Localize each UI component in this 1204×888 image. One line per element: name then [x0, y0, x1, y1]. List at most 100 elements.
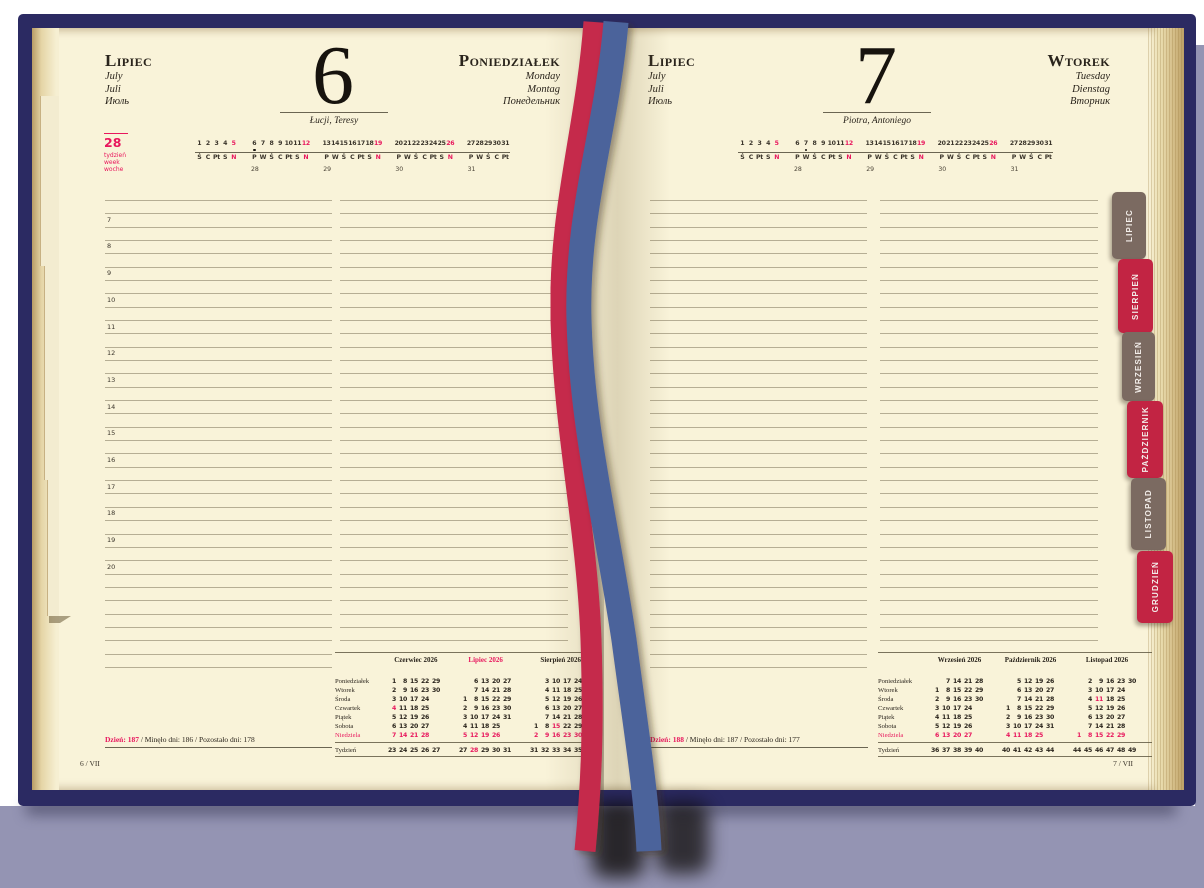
- ruled-line: [340, 226, 568, 228]
- tab-grudzień[interactable]: GRUDZIEŃ: [1137, 551, 1173, 623]
- ruled-line: [650, 466, 867, 468]
- mini-week-cell: 46: [1094, 747, 1103, 754]
- mini-day-cell: 14: [952, 678, 961, 685]
- weekday-pl: Wtorek: [1047, 51, 1110, 70]
- strip-weekday-letter: N: [990, 154, 996, 161]
- ruled-line: [650, 533, 867, 535]
- strip-weekday-letter: W: [331, 154, 339, 161]
- mini-day-cell: 24: [963, 705, 972, 712]
- mini-day-cell: 22: [1034, 705, 1043, 712]
- mini-day-cell: 28: [974, 678, 983, 685]
- ruled-line: [880, 586, 1098, 588]
- mini-week-cell: 45: [1083, 747, 1092, 754]
- mini-day-cell: 3: [934, 705, 939, 712]
- strip-letters-row: P W Ś C Pt: [1010, 153, 1053, 162]
- ruled-line: [105, 520, 332, 522]
- strip-weekday-letter: C: [820, 154, 826, 161]
- mini-day-cell: 10: [941, 705, 950, 712]
- ruled-line: [105, 480, 332, 482]
- strip-day: 11: [293, 140, 302, 147]
- ruled-line: [880, 280, 1098, 282]
- tab-wrzesień[interactable]: WRZESIEŃ: [1122, 332, 1155, 401]
- mini-day-cell: 15: [549, 723, 560, 730]
- weekday-ru: Понедельник: [502, 96, 560, 107]
- strip-week-group: 6 7 8 9 10 11 12 P W Ś C Pt S N 28: [793, 139, 853, 173]
- ruled-line: [650, 440, 867, 442]
- strip-weekday-letter: Ś: [197, 154, 202, 161]
- ruled-line: [340, 586, 568, 588]
- mini-day-label: Niedziela: [878, 732, 904, 739]
- strip-day: 2: [748, 140, 753, 147]
- strip-day: 3: [214, 140, 219, 147]
- strip-weekday-letter: Ś: [1028, 154, 1034, 161]
- hour-label: 10: [107, 295, 116, 304]
- mini-day-cell: 27: [420, 723, 429, 730]
- mini-day-cell: 19: [409, 714, 418, 721]
- strip-day: 11: [836, 140, 845, 147]
- hour-label: 9: [107, 269, 112, 278]
- mini-day-cell: 5: [1087, 705, 1092, 712]
- strip-day: 18: [365, 140, 374, 147]
- ruled-line: [105, 333, 332, 335]
- strip-day: 23: [963, 140, 972, 147]
- mini-day-cell: 6: [934, 732, 939, 739]
- ruled-line: [880, 293, 1098, 295]
- mini-week-cell: 33: [549, 747, 560, 754]
- mini-day-cell: 1: [1076, 732, 1081, 739]
- ruled-line: [880, 560, 1098, 562]
- mini-day-cell: 26: [1045, 678, 1054, 685]
- mini-week-cell: 30: [491, 747, 500, 754]
- mini-week-cell: 25: [409, 747, 418, 754]
- mini-day-cell: 20: [560, 705, 571, 712]
- mini-day-cell: 24: [1034, 723, 1043, 730]
- ruled-line: [650, 306, 867, 308]
- ruled-line: [340, 480, 568, 482]
- mini-day-cell: 7: [538, 714, 549, 721]
- strip-week-group: 1 2 3 4 5 Ś C Pt S N: [738, 139, 781, 166]
- strip-day: 21: [403, 140, 412, 147]
- hour-label: 19: [107, 535, 116, 544]
- weekday-en: Tuesday: [1075, 71, 1110, 82]
- ruled-line: [650, 200, 867, 201]
- mini-day-cell: 15: [409, 678, 418, 685]
- mini-day-cell: 4: [1005, 732, 1010, 739]
- mini-day-cell: 6: [473, 678, 478, 685]
- strip-weekday-letter: Pt: [1044, 154, 1052, 161]
- mini-day-cell: 18: [1023, 732, 1032, 739]
- tab-październik[interactable]: PAŹDZIERNIK: [1127, 401, 1163, 478]
- mini-day-cell: 4: [462, 723, 467, 730]
- strip-days-row: 13 14 15 16 17 18 19: [865, 139, 925, 148]
- strip-day: 12: [844, 140, 853, 147]
- strip-weekday-letter: N: [231, 154, 237, 161]
- tab-lipiec[interactable]: LIPIEC: [1112, 192, 1146, 259]
- mini-day-cell: 9: [402, 687, 407, 694]
- ruled-line: [105, 640, 332, 642]
- strip-weekday-letter: Pt: [429, 154, 437, 161]
- mini-day-cell: 3: [462, 714, 467, 721]
- right-day-stats: Dzień: 188 / Minęło dni: 187 / Pozostało…: [650, 735, 868, 748]
- ruled-line: [105, 320, 332, 322]
- mini-month-week-cells: 3 10 17 24: [1070, 687, 1136, 694]
- strip-day: 19: [917, 140, 926, 147]
- mini-day-cell: 13: [1094, 714, 1103, 721]
- tab-sierpień[interactable]: SIERPIEŃ: [1118, 259, 1153, 333]
- strip-day: 28: [475, 140, 484, 147]
- ruled-line: [340, 573, 568, 575]
- mini-week-cell: 27: [431, 747, 440, 754]
- tab-listopad[interactable]: LISTOPAD: [1131, 478, 1166, 550]
- strip-weekday-letter: Ś: [740, 154, 745, 161]
- hour-label: 8: [107, 242, 112, 251]
- left-weekday-block: Poniedziałek Monday Montag Понедельник: [382, 52, 560, 109]
- strip-day: 14: [331, 140, 340, 147]
- left-month-block: Lipiec July Juli Июль: [105, 52, 152, 109]
- strip-weekday-letter: Ś: [413, 154, 418, 161]
- right-mini-calendar: Wrzesień 2026 Październik 2026 Listopad 20…: [878, 652, 1152, 757]
- mini-day-row: Poniedziałek 7 14 21 28 5 12 19 26 2 9 16 23 30: [878, 676, 1152, 685]
- mini-day-cell: 17: [952, 705, 961, 712]
